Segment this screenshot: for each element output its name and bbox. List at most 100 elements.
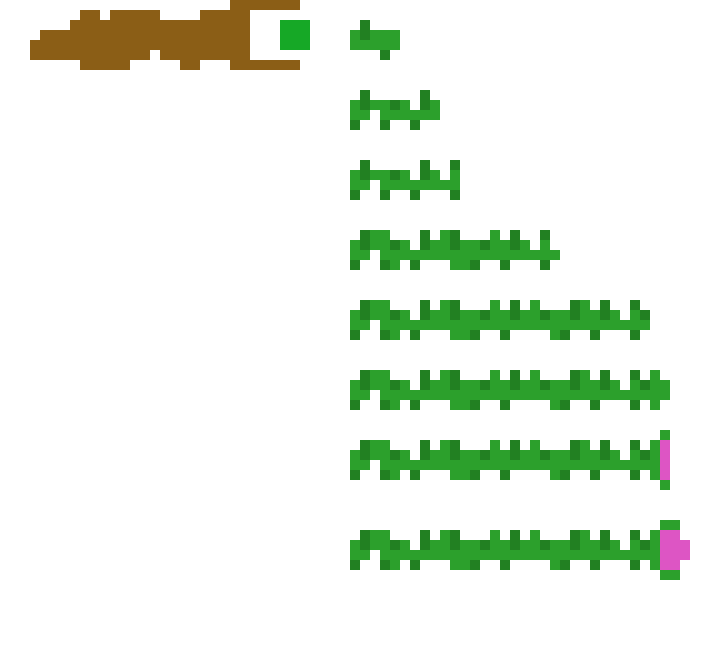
branch-pixel (150, 40, 160, 50)
stem-pixel (350, 550, 360, 560)
branch-pixel (90, 40, 100, 50)
stem-pixel (610, 320, 620, 330)
stem-pixel (520, 550, 530, 560)
stem-pixel (540, 320, 550, 330)
stem-shadow-pixel (350, 120, 360, 130)
stem-pixel (500, 250, 510, 260)
stem-shadow-pixel (510, 300, 520, 310)
stem-pixel (440, 460, 450, 470)
stem-shadow-pixel (420, 300, 430, 310)
stem-pixel (360, 250, 370, 260)
stem-shadow-pixel (360, 440, 370, 450)
stem-pixel (530, 440, 540, 450)
stem-shadow-pixel (390, 540, 400, 550)
stem-pixel (490, 320, 500, 330)
bud-pixel (280, 20, 290, 30)
stem-pixel (460, 560, 470, 570)
stem-pixel (460, 330, 470, 340)
stem-shadow-pixel (480, 540, 490, 550)
stem-pixel (460, 380, 470, 390)
branch-pixel (200, 20, 210, 30)
stem-pixel (440, 550, 450, 560)
branch-pixel (150, 30, 160, 40)
stem-pixel (370, 370, 380, 380)
branch-pixel (190, 40, 200, 50)
stem-pixel (670, 520, 680, 530)
stem-pixel (590, 310, 600, 320)
stem-pixel (470, 390, 480, 400)
stem-pixel (350, 180, 360, 190)
stem-shadow-pixel (350, 260, 360, 270)
stem-pixel (580, 530, 590, 540)
stem-pixel (480, 320, 490, 330)
branch-pixel (180, 40, 190, 50)
branch-pixel (100, 40, 110, 50)
branch-pixel (220, 40, 230, 50)
stem-shadow-pixel (640, 380, 650, 390)
stem-pixel (530, 310, 540, 320)
stem-pixel (670, 570, 680, 580)
stem-pixel (450, 260, 460, 270)
stem-pixel (650, 550, 660, 560)
stem-shadow-pixel (410, 470, 420, 480)
branch-pixel (70, 20, 80, 30)
stem-pixel (490, 380, 500, 390)
stem-pixel (530, 530, 540, 540)
branch-pixel (190, 20, 200, 30)
stem-pixel (550, 550, 560, 560)
stem-pixel (490, 390, 500, 400)
stem-shadow-pixel (570, 310, 580, 320)
stem-shadow-pixel (480, 240, 490, 250)
stem-shadow-pixel (450, 190, 460, 200)
stem-pixel (380, 250, 390, 260)
stem-pixel (630, 460, 640, 470)
branch-pixel (160, 50, 170, 60)
branch-pixel (290, 60, 300, 70)
stem-pixel (540, 390, 550, 400)
branch-pixel (100, 30, 110, 40)
stem-pixel (350, 110, 360, 120)
stem-pixel (450, 550, 460, 560)
flower-pixel (670, 560, 680, 570)
stem-pixel (410, 180, 420, 190)
bud-pixel (290, 20, 300, 30)
stem-pixel (520, 540, 530, 550)
branch-pixel (90, 30, 100, 40)
stem-pixel (400, 320, 410, 330)
stem-pixel (370, 540, 380, 550)
stem-pixel (430, 550, 440, 560)
branch-pixel (120, 30, 130, 40)
stem-pixel (390, 40, 400, 50)
stem-shadow-pixel (630, 440, 640, 450)
stem-pixel (640, 320, 650, 330)
stem-shadow-pixel (360, 20, 370, 30)
stem-pixel (660, 390, 670, 400)
stem-pixel (420, 110, 430, 120)
branch-pixel (170, 50, 180, 60)
branch-pixel (70, 30, 80, 40)
stem-shadow-pixel (560, 330, 570, 340)
stem-pixel (640, 390, 650, 400)
stem-pixel (490, 530, 500, 540)
stem-shadow-pixel (380, 120, 390, 130)
stem-shadow-pixel (540, 260, 550, 270)
stem-pixel (530, 380, 540, 390)
stem-pixel (350, 320, 360, 330)
stem-shadow-pixel (570, 440, 580, 450)
stem-shadow-pixel (560, 400, 570, 410)
stem-shadow-pixel (360, 240, 370, 250)
stem-pixel (370, 450, 380, 460)
stem-shadow-pixel (420, 90, 430, 100)
stem-pixel (380, 300, 390, 310)
stem-pixel (390, 110, 400, 120)
stem-pixel (440, 380, 450, 390)
branch-pixel (40, 40, 50, 50)
stem-pixel (550, 380, 560, 390)
stem-pixel (490, 370, 500, 380)
stem-pixel (530, 320, 540, 330)
stem-pixel (460, 250, 470, 260)
stem-pixel (380, 40, 390, 50)
branch-pixel (170, 30, 180, 40)
stem-shadow-pixel (500, 400, 510, 410)
